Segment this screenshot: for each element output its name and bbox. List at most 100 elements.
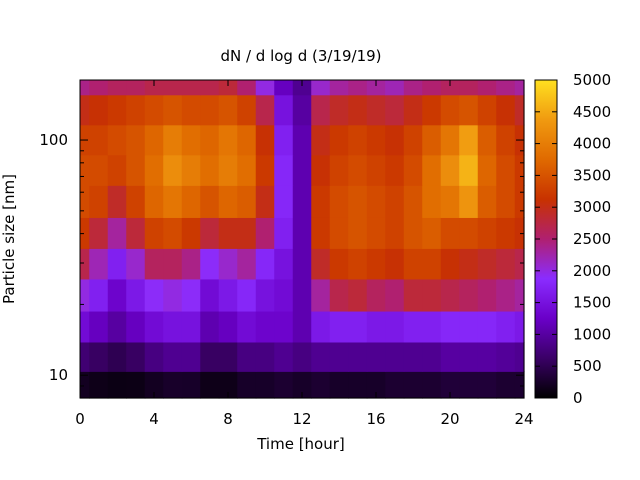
heatmap-cell: [459, 248, 479, 280]
heatmap-cell: [80, 341, 90, 372]
heatmap-cell: [107, 124, 127, 156]
heatmap-cell: [218, 278, 238, 312]
heatmap-cell: [89, 217, 109, 249]
heatmap-cell: [200, 248, 220, 280]
heatmap-cell: [440, 371, 460, 399]
y-axis-label: Particle size [nm]: [0, 174, 18, 304]
heatmap-cell: [144, 248, 164, 280]
heatmap-cell: [311, 248, 331, 280]
heatmap-cell: [274, 341, 294, 372]
heatmap-cell: [218, 371, 238, 399]
heatmap-cell: [311, 80, 331, 96]
heatmap-cell: [181, 94, 201, 126]
heatmap-cell: [477, 94, 497, 126]
heatmap-cell: [163, 124, 183, 156]
heatmap-cell: [496, 124, 516, 156]
heatmap-cell: [274, 185, 294, 218]
heatmap-cell: [311, 154, 331, 186]
heatmap-cell: [514, 80, 525, 96]
heatmap-cell: [329, 217, 349, 249]
x-axis-label: Time [hour]: [256, 435, 345, 453]
heatmap-cell: [514, 371, 525, 399]
heatmap-cell: [403, 310, 423, 343]
heatmap-cell: [163, 278, 183, 312]
heatmap-cell: [440, 94, 460, 126]
heatmap-cell: [218, 341, 238, 372]
heatmap-cell: [274, 154, 294, 186]
heatmap-cell: [403, 185, 423, 218]
heatmap-cell: [496, 341, 516, 372]
heatmap-cell: [89, 94, 109, 126]
heatmap-cell: [496, 310, 516, 343]
heatmap-cell: [329, 80, 349, 96]
colorbar-tick-label: 2500: [573, 230, 611, 248]
heatmap-cell: [126, 154, 146, 186]
heatmap-cell: [440, 154, 460, 186]
heatmap-cell: [126, 94, 146, 126]
heatmap-cell: [311, 94, 331, 126]
heatmap-cell: [274, 217, 294, 249]
x-tick-label: 8: [223, 410, 233, 428]
heatmap-cell: [89, 341, 109, 372]
heatmap-cell: [126, 278, 146, 312]
heatmap-cell: [181, 310, 201, 343]
heatmap-cell: [218, 154, 238, 186]
heatmap-cell: [329, 248, 349, 280]
heatmap-cell: [89, 154, 109, 186]
heatmap-cell: [366, 185, 386, 218]
heatmap-cell: [292, 124, 312, 156]
colorbar-tick-label: 1000: [573, 325, 611, 343]
heatmap-cell: [255, 154, 275, 186]
heatmap-cell: [496, 217, 516, 249]
heatmap-cell: [292, 341, 312, 372]
heatmap-cell: [200, 310, 220, 343]
heatmap-cell: [218, 94, 238, 126]
heatmap-cell: [329, 341, 349, 372]
heatmap-cell: [89, 310, 109, 343]
heatmap-cell: [348, 124, 368, 156]
heatmap-cell: [329, 185, 349, 218]
heatmap-cell: [274, 94, 294, 126]
heatmap-cell: [477, 371, 497, 399]
heatmap-cell: [348, 310, 368, 343]
heatmap-cell: [496, 371, 516, 399]
heatmap-cell: [459, 310, 479, 343]
heatmap-cell: [514, 154, 525, 186]
heatmap-cell: [329, 310, 349, 343]
heatmap-cell: [403, 154, 423, 186]
heatmap-cell: [422, 154, 442, 186]
heatmap-cell: [144, 80, 164, 96]
heatmap-cell: [80, 185, 90, 218]
heatmap-cell: [477, 154, 497, 186]
heatmap-cell: [255, 278, 275, 312]
heatmap-cell: [237, 80, 257, 96]
heatmap-cell: [181, 185, 201, 218]
heatmap-cell: [144, 371, 164, 399]
heatmap-cell: [218, 185, 238, 218]
heatmap-cell: [80, 80, 90, 96]
colorbar: 0 500 1000 1500 2000 2500 3000 3500 4000 4500 5000: [534, 71, 611, 407]
heatmap-cell: [107, 248, 127, 280]
x-tick-label: 24: [514, 410, 533, 428]
chart-title: dN / d log d (3/19/19): [220, 47, 381, 65]
heatmap-cell: [366, 278, 386, 312]
heatmap-cell: [311, 341, 331, 372]
x-tick-label: 12: [292, 410, 311, 428]
heatmap-cell: [274, 248, 294, 280]
heatmap-cell: [496, 154, 516, 186]
heatmap-cell: [422, 124, 442, 156]
heatmap-cell: [200, 278, 220, 312]
heatmap-cell: [107, 310, 127, 343]
heatmap-cell: [366, 248, 386, 280]
heatmap-cell: [385, 341, 405, 372]
heatmap-cell: [237, 124, 257, 156]
heatmap-cell: [163, 217, 183, 249]
heatmap-cell: [348, 94, 368, 126]
heatmap-cell: [422, 217, 442, 249]
heatmap-cell: [311, 185, 331, 218]
heatmap-cell: [144, 124, 164, 156]
heatmap-cell: [348, 341, 368, 372]
heatmap-cell: [218, 80, 238, 96]
heatmap-cell: [274, 278, 294, 312]
heatmap-cell: [348, 248, 368, 280]
